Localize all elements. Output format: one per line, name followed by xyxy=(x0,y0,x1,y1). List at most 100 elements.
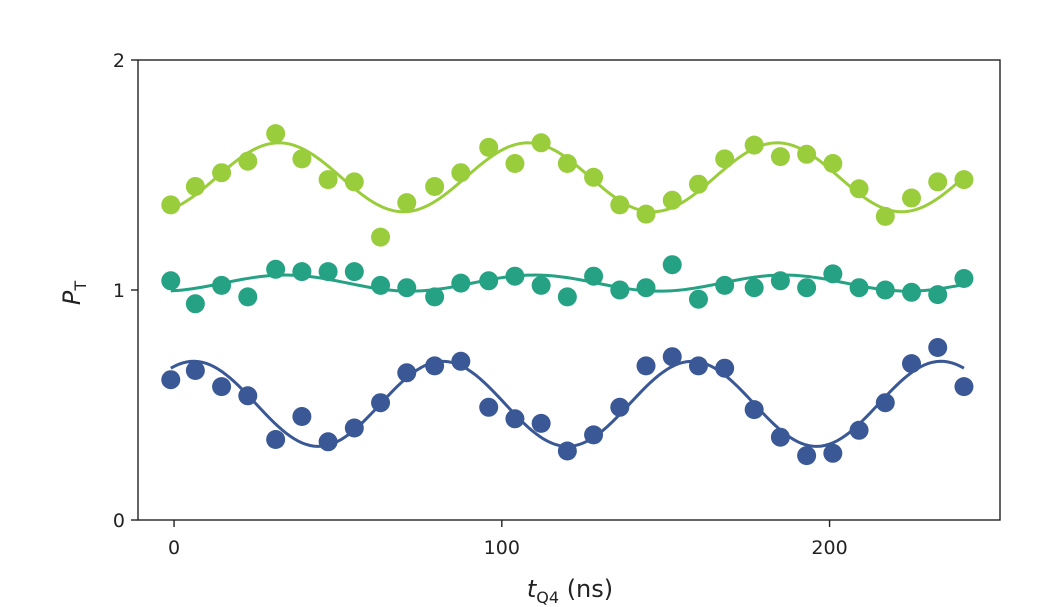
x-axis-label-sub: Q4 xyxy=(536,588,559,607)
data-point xyxy=(292,262,312,282)
data-point xyxy=(318,170,338,190)
data-point xyxy=(212,163,232,183)
data-point xyxy=(610,195,630,215)
data-point xyxy=(479,397,499,417)
data-point xyxy=(397,193,417,213)
data-point xyxy=(185,177,205,196)
x-tick-label: 200 xyxy=(811,537,847,559)
data-point xyxy=(212,275,232,295)
data-point xyxy=(238,151,258,171)
data-point xyxy=(770,271,790,291)
data-point xyxy=(928,338,948,357)
data-point xyxy=(266,430,286,449)
data-point xyxy=(875,280,895,300)
data-point xyxy=(425,287,445,307)
data-point xyxy=(688,289,708,309)
series-2 xyxy=(161,255,974,314)
data-point xyxy=(238,287,258,307)
data-point xyxy=(292,149,312,169)
data-point xyxy=(823,443,843,463)
data-point xyxy=(185,361,205,380)
data-point xyxy=(636,278,656,298)
y-tick-label: 1 xyxy=(113,280,125,302)
data-point xyxy=(212,377,232,397)
data-point xyxy=(849,179,869,199)
data-point xyxy=(557,154,577,173)
data-point xyxy=(161,271,181,291)
ticks-layer: 0 100 200 0 1 2 xyxy=(113,50,848,559)
data-point xyxy=(849,278,869,298)
data-point xyxy=(902,188,922,208)
data-point xyxy=(688,356,708,376)
data-point xyxy=(161,195,181,215)
x-axis-label-main: t xyxy=(527,575,538,603)
x-axis-label-unit: (ns) xyxy=(559,575,613,603)
data-point xyxy=(928,285,948,305)
data-point xyxy=(875,393,895,413)
fit-line-3 xyxy=(170,359,965,448)
fit-line-1 xyxy=(170,141,965,214)
data-point xyxy=(662,190,682,210)
series-layer xyxy=(161,124,974,466)
data-point xyxy=(318,432,338,452)
data-point xyxy=(505,409,525,429)
data-point xyxy=(266,124,286,144)
data-point xyxy=(797,446,817,466)
data-point xyxy=(744,278,764,298)
data-point xyxy=(797,144,817,164)
data-point xyxy=(371,227,391,247)
data-point xyxy=(954,377,974,397)
data-point xyxy=(928,172,948,192)
y-axis-label-sub: T xyxy=(71,281,90,292)
data-point xyxy=(425,356,445,376)
y-tick-label: 0 xyxy=(113,510,125,532)
data-point xyxy=(902,354,922,374)
data-point xyxy=(451,273,471,293)
data-point xyxy=(770,427,790,447)
data-point xyxy=(397,363,417,383)
data-point xyxy=(557,441,577,461)
data-point xyxy=(662,347,682,367)
data-point xyxy=(584,425,604,445)
data-point xyxy=(397,278,417,298)
x-tick-label: 100 xyxy=(484,537,520,559)
data-point xyxy=(185,294,205,314)
data-point xyxy=(292,407,312,426)
data-point xyxy=(161,370,181,390)
data-point xyxy=(344,262,364,282)
data-point xyxy=(849,420,869,440)
data-point xyxy=(797,278,817,298)
x-tick-label: 0 xyxy=(168,537,180,559)
data-point xyxy=(531,133,551,153)
y-axis-label: PT xyxy=(58,281,90,305)
data-point xyxy=(344,418,364,438)
data-point xyxy=(823,264,843,284)
x-axis-label: tQ4 (ns) xyxy=(527,575,613,607)
data-point xyxy=(610,280,630,300)
data-point xyxy=(688,174,708,194)
data-point xyxy=(610,397,630,417)
data-point xyxy=(744,135,764,155)
data-point xyxy=(902,282,922,302)
data-point xyxy=(636,356,656,376)
data-point xyxy=(479,137,499,157)
data-point xyxy=(451,163,471,183)
data-point xyxy=(344,172,364,192)
series-1 xyxy=(161,124,974,247)
data-point xyxy=(505,154,525,173)
data-point xyxy=(954,269,974,288)
data-point xyxy=(318,262,338,282)
data-point xyxy=(954,170,974,190)
data-point xyxy=(238,386,258,406)
data-point xyxy=(479,271,499,291)
series-3 xyxy=(161,338,974,466)
data-point xyxy=(451,351,471,371)
data-point xyxy=(531,275,551,295)
data-point xyxy=(715,149,735,169)
data-point xyxy=(425,177,445,196)
data-point xyxy=(715,358,735,378)
data-point xyxy=(371,393,391,413)
data-point xyxy=(266,259,286,279)
data-point xyxy=(875,206,895,226)
